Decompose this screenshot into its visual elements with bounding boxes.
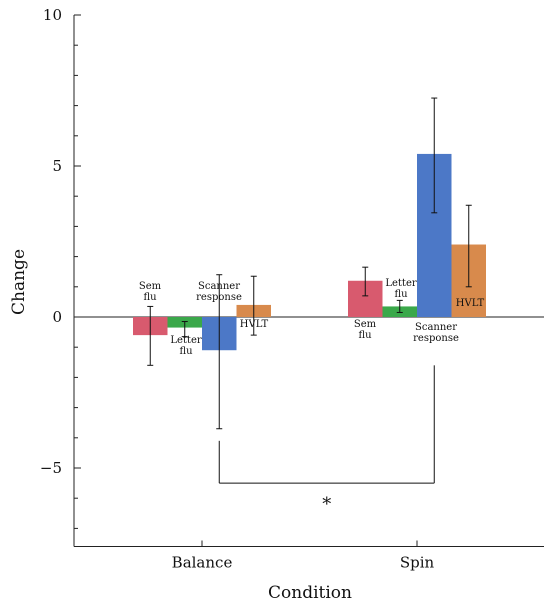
- bar-label-line: flu: [143, 292, 157, 303]
- y-tick-label: 10: [43, 6, 62, 24]
- x-tick-label: Spin: [400, 554, 435, 572]
- x-axis: Balance Spin: [74, 316, 544, 572]
- y-tick-label: 0: [52, 308, 62, 326]
- bar-label-line: flu: [179, 346, 193, 357]
- bars: [133, 153, 486, 351]
- bar-label-line: Scanner: [415, 322, 457, 333]
- bar-label: Sem flu: [354, 319, 377, 341]
- error-bars: [147, 97, 472, 430]
- bar-label-line: Sem: [354, 319, 377, 330]
- bar-label: Scanner response: [196, 281, 242, 303]
- bar-label: Scanner response: [413, 322, 459, 344]
- y-tick-label: 5: [52, 157, 62, 175]
- significance-bracket: *: [218, 365, 435, 515]
- bar-label-line: response: [196, 292, 242, 303]
- bar-label: HVLT: [240, 319, 269, 330]
- x-tick-label: Balance: [172, 554, 233, 572]
- bar-label-line: flu: [394, 289, 408, 300]
- bar-label: HVLT: [456, 298, 485, 309]
- bar-label-line: Sem: [139, 281, 162, 292]
- bar-label-line: response: [413, 333, 459, 344]
- x-axis-label: Condition: [268, 583, 352, 603]
- y-tick-label: −5: [40, 459, 62, 477]
- bar-label-line: Letter: [170, 335, 202, 346]
- bar-label-line: Letter: [385, 278, 417, 289]
- bar-label: Letter flu: [385, 278, 417, 300]
- y-axis: −5 0 5 10: [40, 6, 81, 547]
- bar-label-line: HVLT: [240, 319, 269, 330]
- significance-star: *: [322, 494, 331, 515]
- bar-label-line: Scanner: [198, 281, 240, 292]
- bar-label-line: HVLT: [456, 298, 485, 309]
- bar-label: Sem flu: [139, 281, 162, 303]
- bar-label-line: flu: [358, 330, 372, 341]
- y-axis-label: Change: [9, 249, 29, 315]
- bar-label: Letter flu: [170, 335, 202, 357]
